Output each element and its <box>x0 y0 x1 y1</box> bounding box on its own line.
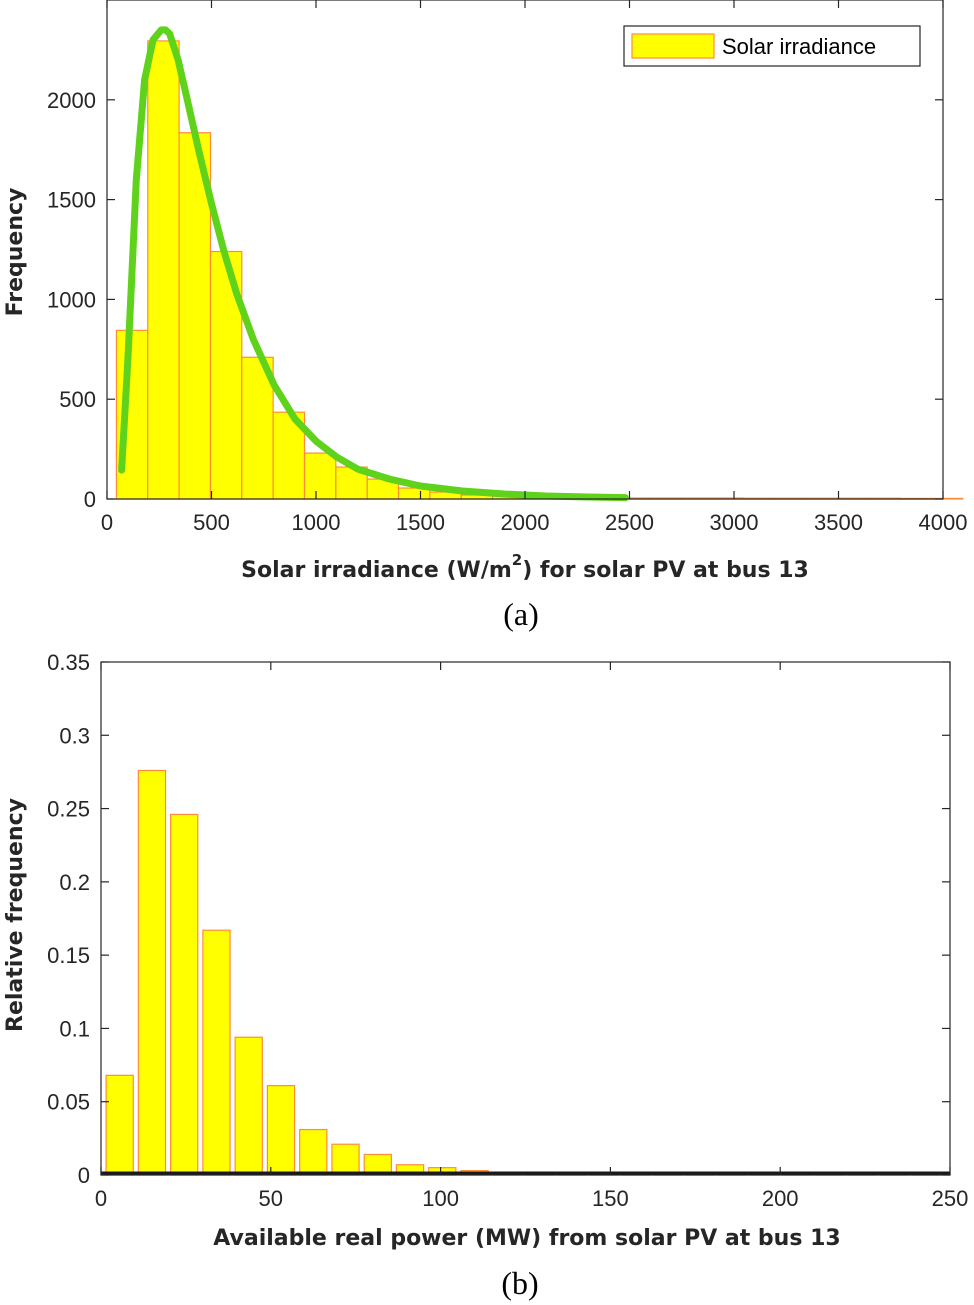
relative-frequency-bar <box>234 1036 263 1176</box>
chart-b: 0 50 100 150 200 250 0 0.05 0.1 0.15 0.2 0.25 0.3 0.… <box>3 650 968 1301</box>
y-tick-label: 1000 <box>47 287 96 312</box>
x-tick-label: 0 <box>101 510 113 535</box>
x-tick-label: 150 <box>592 1186 629 1211</box>
relative-frequency-bar <box>170 813 199 1176</box>
relative-frequency-bar <box>105 1074 134 1176</box>
x-tick-label: 500 <box>193 510 230 535</box>
y-tick-label: 0.15 <box>47 943 90 968</box>
y-tick-label: 0.2 <box>59 870 90 895</box>
chart-a-y-ticks: 0 500 1000 1500 2000 <box>47 88 943 512</box>
chart-a-x-ticks: 0 500 1000 1500 2000 2500 3000 3500 4000 <box>101 0 968 535</box>
y-tick-label: 500 <box>59 387 96 412</box>
x-tick-label: 1000 <box>292 510 341 535</box>
chart-a-y-label: Frequency <box>3 188 28 317</box>
x-tick-label: 4000 <box>919 510 968 535</box>
x-tick-label: 3500 <box>814 510 863 535</box>
y-tick-label: 0.3 <box>59 723 90 748</box>
chart-a-fit-curve <box>118 26 629 502</box>
y-tick-label: 0.35 <box>47 650 90 675</box>
y-tick-label: 1500 <box>47 188 96 213</box>
x-tick-label: 2500 <box>605 510 654 535</box>
chart-b-y-ticks: 0 0.05 0.1 0.15 0.2 0.25 0.3 0.35 <box>47 650 950 1188</box>
histogram-bar <box>115 329 149 500</box>
chart-b-y-label: Relative frequency <box>3 798 28 1032</box>
chart-a-legend-label: Solar irradiance <box>722 34 876 59</box>
x-tick-label: 3000 <box>710 510 759 535</box>
histogram-bar <box>178 132 212 500</box>
chart-b-caption: (b) <box>501 1265 538 1301</box>
x-tick-label: 200 <box>762 1186 799 1211</box>
x-tick-label: 1500 <box>396 510 445 535</box>
x-tick-label: 100 <box>422 1186 459 1211</box>
x-tick-label: 2000 <box>501 510 550 535</box>
chart-b-x-label: Available real power (MW) from solar PV … <box>213 1226 840 1251</box>
y-tick-label: 2000 <box>47 88 96 113</box>
relative-frequency-bar <box>299 1128 328 1176</box>
chart-a-caption: (a) <box>503 596 539 632</box>
y-tick-label: 0.05 <box>47 1090 90 1115</box>
chart-b-x-ticks: 0 50 100 150 200 250 <box>95 662 968 1211</box>
histogram-bar <box>303 452 337 500</box>
chart-a-x-label: Solar irradiance (W/m2) for solar PV at … <box>241 551 809 583</box>
x-tick-label: 0 <box>95 1186 107 1211</box>
chart-b-axes-box <box>100 661 951 1176</box>
x-tick-label: 250 <box>932 1186 969 1211</box>
y-tick-label: 0 <box>84 487 96 512</box>
relative-frequency-bar <box>202 929 231 1176</box>
relative-frequency-bar <box>137 769 167 1176</box>
chart-a-legend: Solar irradiance <box>623 25 921 67</box>
y-tick-label: 0.25 <box>47 797 90 822</box>
y-tick-label: 0 <box>78 1163 90 1188</box>
y-tick-label: 0.1 <box>59 1016 90 1041</box>
x-tick-label: 50 <box>259 1186 283 1211</box>
relative-frequency-bar <box>266 1084 296 1176</box>
chart-a-legend-swatch <box>631 33 715 59</box>
histogram-bar <box>147 40 180 500</box>
chart-b-bars <box>105 769 941 1176</box>
chart-a-bars <box>115 40 964 500</box>
relative-frequency-bar <box>331 1143 360 1176</box>
chart-a: 0 500 1000 1500 2000 2500 3000 3500 4000 0 500 100… <box>3 0 967 632</box>
